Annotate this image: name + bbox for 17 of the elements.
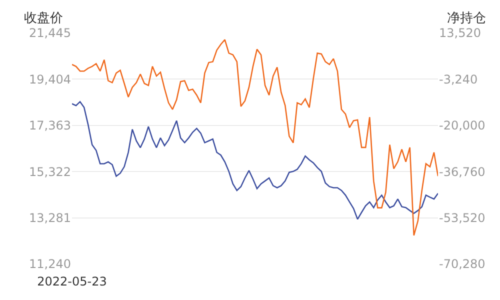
y2-tick-label: -53,520 (439, 211, 486, 225)
y-tick-label: 11,240 (29, 257, 71, 272)
y-tick-label: 13,281 (29, 211, 71, 225)
y-tick-label: 21,445 (29, 26, 71, 40)
y-tick-label: 17,363 (29, 118, 71, 133)
y2-tick-label: -70,280 (439, 257, 486, 272)
y-tick-label: 15,322 (29, 164, 71, 179)
y2-axis-title: 净持仓 (447, 11, 486, 26)
line-series (72, 101, 438, 220)
y-tick-label: 19,404 (29, 72, 71, 86)
line-series (72, 39, 438, 236)
y2-tick-label: -36,760 (439, 164, 486, 179)
y2-tick-label: -20,000 (439, 118, 486, 133)
x-tick-label: 2022-05-23 (37, 274, 107, 288)
y2-tick-label: 13,520 (439, 26, 481, 40)
y2-tick-label: -3,240 (439, 72, 478, 86)
y-axis-title: 收盘价 (24, 11, 63, 26)
